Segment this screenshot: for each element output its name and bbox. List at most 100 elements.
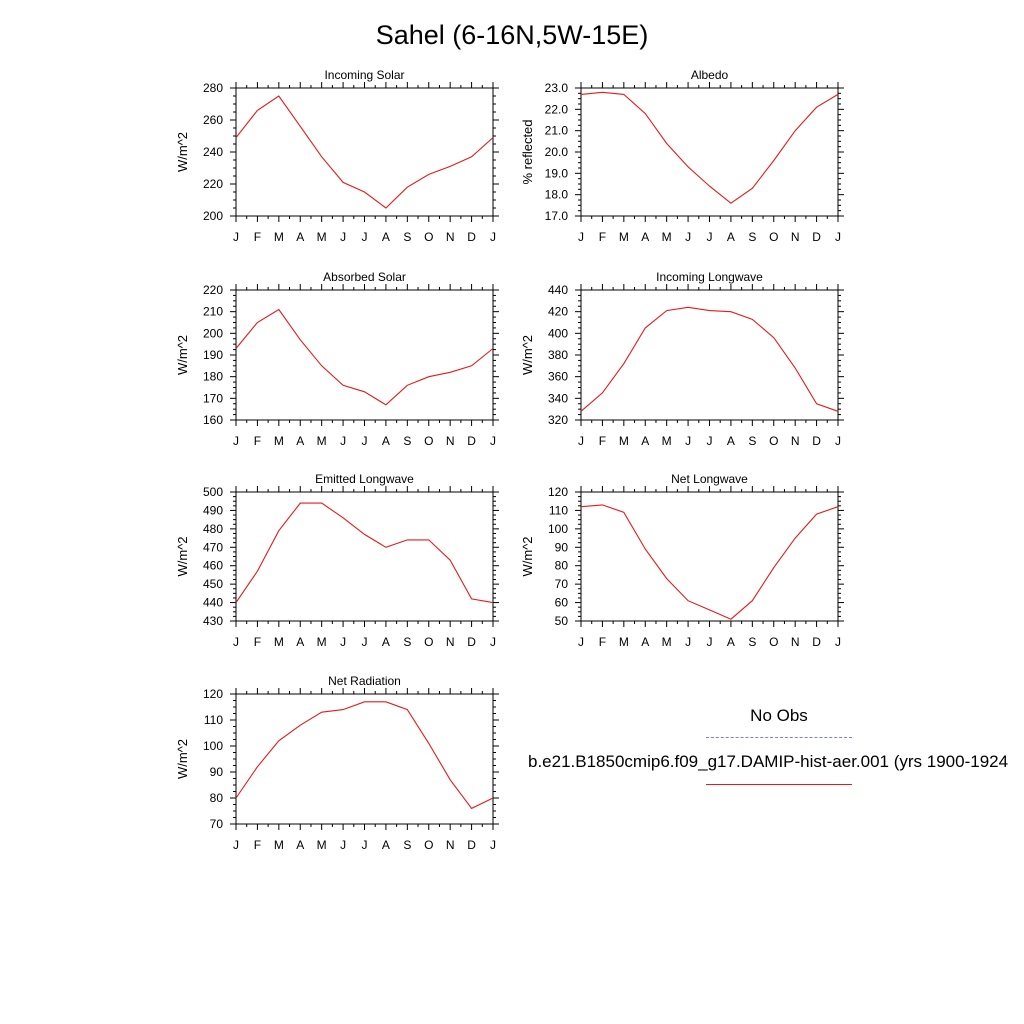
x-tick-label: J (233, 838, 239, 852)
x-tick-label: D (467, 230, 476, 244)
y-tick-label: 440 (203, 596, 223, 610)
y-tick-label: 90 (210, 765, 224, 779)
y-tick-label: 100 (548, 522, 568, 536)
x-tick-label: O (424, 838, 433, 852)
x-tick-label: J (578, 635, 584, 649)
x-tick-label: N (791, 635, 800, 649)
x-tick-label: S (403, 434, 411, 448)
x-tick-label: N (446, 635, 455, 649)
x-tick-label: O (769, 230, 778, 244)
y-tick-label: 18.0 (545, 188, 569, 202)
x-tick-label: A (296, 230, 304, 244)
y-tick-label: 80 (210, 791, 224, 805)
y-tick-label: 460 (203, 559, 223, 573)
x-tick-label: A (382, 230, 390, 244)
chart-title: Incoming Solar (324, 68, 404, 82)
x-tick-label: D (812, 635, 821, 649)
x-tick-label: F (254, 838, 261, 852)
x-tick-label: N (446, 838, 455, 852)
x-tick-label: S (748, 434, 756, 448)
x-tick-label: J (685, 635, 691, 649)
x-tick-label: J (490, 838, 496, 852)
x-tick-label: N (446, 230, 455, 244)
x-tick-label: J (362, 230, 368, 244)
x-tick-label: A (296, 434, 304, 448)
x-tick-label: S (403, 230, 411, 244)
y-tick-label: 120 (548, 485, 568, 499)
x-tick-label: S (403, 838, 411, 852)
x-tick-label: J (835, 230, 841, 244)
x-tick-label: J (490, 230, 496, 244)
x-tick-label: J (578, 230, 584, 244)
y-tick-label: 23.0 (545, 81, 569, 95)
y-tick-label: 50 (555, 614, 569, 628)
y-tick-label: 320 (548, 413, 568, 427)
x-tick-label: J (707, 230, 713, 244)
series-line (580, 91, 839, 204)
x-tick-label: N (791, 434, 800, 448)
y-tick-label: 440 (548, 283, 568, 297)
x-tick-label: M (274, 838, 284, 852)
series-line (580, 504, 839, 620)
y-tick-label: 430 (203, 614, 223, 628)
y-tick-label: 210 (203, 305, 223, 319)
plot-frame (235, 87, 494, 217)
x-tick-label: A (727, 230, 735, 244)
x-tick-label: F (599, 434, 606, 448)
y-tick-label: 220 (203, 283, 223, 297)
x-tick-label: D (467, 635, 476, 649)
y-axis-label: W/m^2 (175, 536, 190, 576)
y-tick-label: 110 (549, 503, 568, 517)
x-tick-label: F (254, 635, 261, 649)
y-tick-label: 200 (203, 209, 223, 223)
x-tick-label: A (382, 838, 390, 852)
x-tick-label: O (769, 635, 778, 649)
x-tick-label: S (403, 635, 411, 649)
series-line (235, 502, 494, 604)
x-tick-label: S (748, 230, 756, 244)
y-tick-label: 500 (203, 485, 223, 499)
x-tick-label: M (317, 635, 327, 649)
x-tick-label: A (382, 434, 390, 448)
y-tick-label: 70 (555, 577, 569, 591)
y-tick-label: 400 (548, 326, 568, 340)
y-axis-label: W/m^2 (520, 536, 535, 576)
x-tick-label: J (490, 434, 496, 448)
x-tick-label: A (296, 838, 304, 852)
x-tick-label: J (707, 434, 713, 448)
x-tick-label: F (254, 230, 261, 244)
plot-frame (580, 87, 839, 217)
y-tick-label: 470 (203, 540, 223, 554)
x-tick-label: M (662, 230, 672, 244)
x-tick-label: M (274, 434, 284, 448)
x-tick-label: S (748, 635, 756, 649)
chart-title: Emitted Longwave (315, 472, 414, 486)
y-tick-label: 280 (203, 81, 223, 95)
y-tick-label: 70 (210, 817, 224, 831)
y-axis-label: % reflected (520, 119, 535, 184)
x-tick-label: A (641, 230, 649, 244)
y-tick-label: 420 (548, 305, 568, 319)
x-tick-label: A (382, 635, 390, 649)
x-tick-label: F (254, 434, 261, 448)
y-tick-label: 240 (203, 145, 223, 159)
x-tick-label: J (340, 838, 346, 852)
x-tick-label: M (274, 635, 284, 649)
y-tick-label: 60 (555, 596, 569, 610)
y-tick-label: 380 (548, 348, 568, 362)
y-tick-label: 80 (555, 559, 569, 573)
chart-title: Absorbed Solar (323, 270, 406, 284)
x-tick-label: M (619, 434, 629, 448)
y-tick-label: 22.0 (545, 102, 569, 116)
x-tick-label: J (685, 230, 691, 244)
x-tick-label: D (812, 230, 821, 244)
x-tick-label: J (362, 434, 368, 448)
x-tick-label: M (619, 635, 629, 649)
x-tick-label: J (685, 434, 691, 448)
